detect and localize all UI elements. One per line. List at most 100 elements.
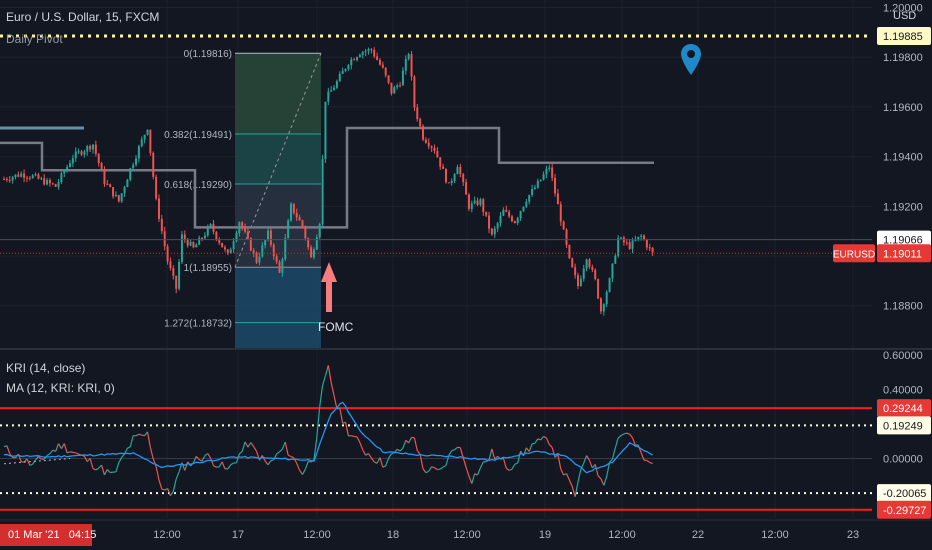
candle-body bbox=[132, 164, 135, 169]
candle-body bbox=[152, 152, 155, 177]
kri-segment bbox=[75, 452, 79, 455]
candle-body bbox=[140, 139, 143, 147]
candle-body bbox=[582, 268, 585, 279]
candle-body bbox=[175, 275, 178, 289]
candle-body bbox=[522, 206, 525, 212]
kri-segment bbox=[92, 467, 97, 471]
osc-threshold-label-box bbox=[877, 399, 931, 418]
kri-segment bbox=[408, 437, 413, 444]
candle-body bbox=[146, 129, 149, 135]
kri-segment bbox=[614, 437, 619, 449]
kri-segment bbox=[66, 451, 71, 454]
symbol-title[interactable]: Euro / U.S. Dollar, 15, FXCM bbox=[6, 10, 160, 24]
kri-segment bbox=[560, 468, 565, 476]
candle-body bbox=[20, 173, 23, 177]
fib-level-label: 1(1.18955) bbox=[184, 263, 232, 274]
price-tick-label: 1.19600 bbox=[883, 102, 923, 114]
kri-segment bbox=[468, 475, 473, 484]
candle-body bbox=[312, 249, 315, 258]
kri-segment bbox=[425, 470, 430, 474]
candle-body bbox=[198, 237, 201, 245]
candle-body bbox=[269, 230, 272, 245]
fomc-label: FOMC bbox=[318, 320, 354, 334]
candle-body bbox=[315, 237, 318, 250]
kri-segment bbox=[327, 365, 332, 383]
fib-zone bbox=[235, 183, 321, 268]
ma-legend[interactable]: MA (12, KRI: KRI, 0) bbox=[6, 381, 115, 395]
kri-segment bbox=[192, 456, 197, 463]
candle-body bbox=[490, 228, 493, 235]
kri-segment bbox=[316, 406, 321, 438]
candle-body bbox=[427, 142, 430, 147]
candle-body bbox=[631, 240, 634, 249]
kri-segment bbox=[631, 437, 636, 446]
kri-segment bbox=[169, 490, 174, 496]
candle-body bbox=[51, 183, 54, 185]
candle-body bbox=[8, 179, 11, 181]
candle-body bbox=[634, 239, 637, 241]
kri-segment bbox=[158, 479, 163, 490]
kri-segment bbox=[548, 444, 553, 448]
kri-segment bbox=[63, 443, 68, 454]
symbol-tag: EURUSD bbox=[833, 249, 875, 260]
candle-body bbox=[203, 235, 206, 239]
kri-segment bbox=[505, 467, 510, 471]
pivot-label[interactable]: Daily Pivot bbox=[6, 32, 63, 46]
candle-body bbox=[292, 203, 295, 214]
kri-segment bbox=[422, 468, 427, 474]
candle-body bbox=[470, 203, 473, 209]
candle-body bbox=[258, 256, 261, 263]
candle-body bbox=[189, 242, 192, 246]
kri-segment bbox=[301, 468, 306, 475]
time-tick-label: 12:00 bbox=[453, 529, 481, 541]
candle-body bbox=[103, 169, 106, 184]
kri-segment bbox=[351, 435, 355, 438]
kri-segment bbox=[127, 446, 131, 449]
kri-segment bbox=[459, 447, 464, 458]
kri-segment bbox=[465, 467, 470, 477]
candle-body bbox=[284, 238, 287, 260]
kri-segment bbox=[574, 481, 579, 497]
kri-segment bbox=[290, 455, 295, 459]
candle-body bbox=[34, 174, 37, 176]
candle-body bbox=[106, 183, 109, 185]
kri-segment bbox=[3, 445, 8, 448]
kri-segment bbox=[373, 461, 378, 464]
kri-segment bbox=[155, 466, 160, 481]
kri-segment bbox=[101, 464, 106, 476]
resistance-price-label-box bbox=[877, 27, 931, 46]
kri-segment bbox=[623, 432, 627, 435]
candle-body bbox=[60, 173, 63, 183]
kri-segment bbox=[146, 431, 151, 448]
candle-body bbox=[605, 291, 608, 305]
kri-legend[interactable]: KRI (14, close) bbox=[6, 361, 86, 375]
kri-segment bbox=[451, 449, 455, 452]
candle-body bbox=[43, 178, 46, 185]
candle-body bbox=[23, 173, 26, 178]
candle-body bbox=[80, 151, 83, 155]
kri-segment bbox=[235, 453, 240, 464]
fib-trend-line bbox=[234, 53, 322, 268]
candle-body bbox=[614, 255, 617, 264]
price-tick-label: 1.20000 bbox=[883, 2, 923, 14]
candle-body bbox=[295, 213, 298, 218]
last-price-label: 1.19011 bbox=[883, 248, 922, 260]
candle-body bbox=[290, 203, 292, 221]
kri-segment bbox=[287, 454, 292, 458]
candle-body bbox=[304, 226, 307, 239]
candle-body bbox=[77, 151, 80, 153]
fib-zone bbox=[235, 267, 321, 323]
pivot-marker bbox=[0, 126, 84, 130]
candle-body bbox=[100, 163, 103, 170]
kri-segment bbox=[35, 456, 39, 461]
candle-body bbox=[192, 242, 195, 248]
candle-body bbox=[643, 235, 646, 241]
kri-segment bbox=[308, 460, 312, 463]
candle-body bbox=[94, 144, 97, 154]
location-marker-icon[interactable] bbox=[680, 43, 702, 77]
candle-body bbox=[37, 174, 40, 179]
candle-body bbox=[330, 90, 333, 92]
candle-body bbox=[485, 211, 488, 216]
candle-body bbox=[376, 56, 379, 60]
